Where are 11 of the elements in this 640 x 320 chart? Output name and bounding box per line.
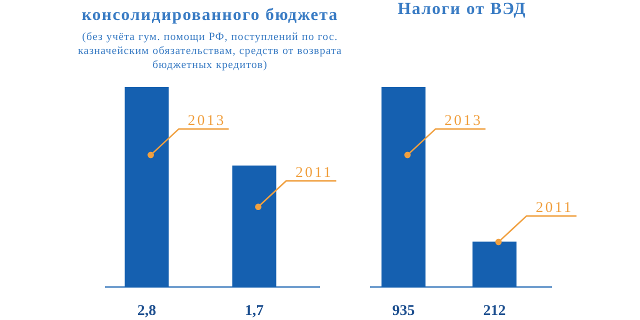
annotation: 2011 bbox=[296, 164, 333, 181]
chart-title: консолидированного бюджета bbox=[82, 5, 338, 24]
chart-title: Налоги от ВЭД bbox=[398, 0, 526, 18]
chart-subtitle: (без учёта гум. помощи РФ, поступлений по гос. казначейским обязательствам, средств от возврата бюджетных кредитов) bbox=[78, 31, 342, 71]
data-label: 935 bbox=[392, 303, 415, 319]
data-label: 212 bbox=[483, 303, 506, 319]
annotation: 2011 bbox=[536, 200, 574, 216]
annotation: 2013 bbox=[188, 113, 226, 129]
data-label: 1,7 bbox=[244, 303, 264, 319]
data-label: 2,8 bbox=[137, 303, 156, 319]
annotation: 2013 bbox=[444, 113, 482, 129]
